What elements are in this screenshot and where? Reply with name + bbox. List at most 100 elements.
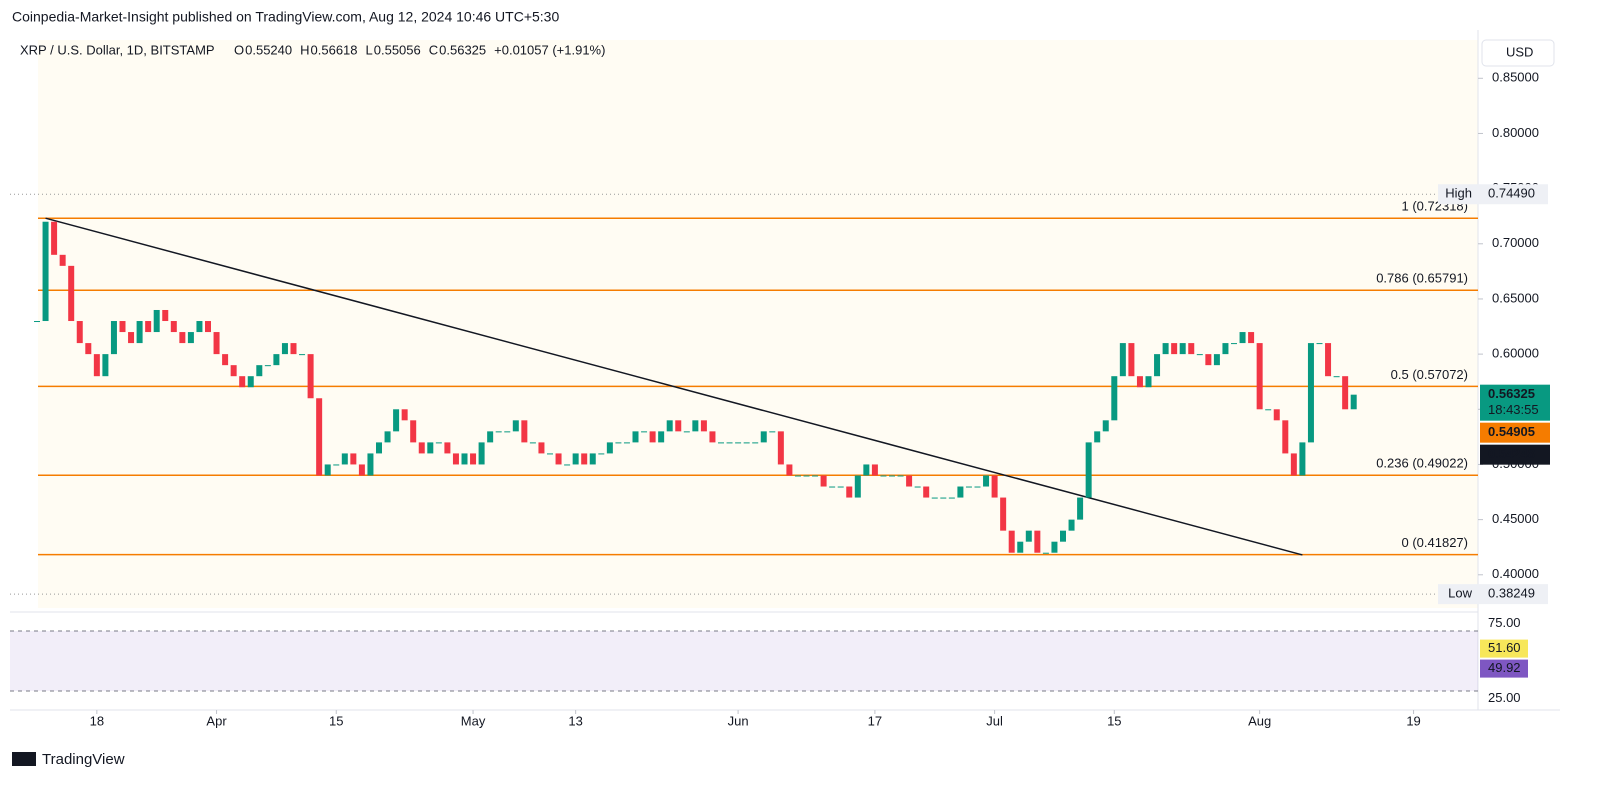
candle: [1017, 541, 1024, 553]
candle: [769, 431, 776, 433]
y-tick-label: 0.65000: [1492, 290, 1539, 305]
candle: [743, 442, 750, 444]
candle: [794, 475, 801, 477]
trendline: [45, 217, 1303, 556]
candle: [1350, 394, 1357, 410]
candle: [829, 486, 836, 488]
candle: [906, 475, 913, 487]
candle: [1060, 530, 1066, 542]
candle: [889, 475, 895, 477]
fib-zone: [38, 40, 1478, 608]
candle: [700, 420, 707, 432]
x-tick-label: Apr: [206, 713, 227, 728]
candle: [940, 497, 947, 499]
candle: [880, 475, 887, 477]
rsi-value-box: [1480, 659, 1528, 678]
x-tick-label: 13: [568, 713, 582, 728]
candle: [1136, 376, 1143, 388]
candle: [59, 254, 66, 266]
candle: [914, 486, 921, 488]
ohlc-key: L: [366, 42, 373, 57]
candle: [1171, 343, 1178, 355]
ohlc-value: 0.55056: [374, 42, 421, 57]
candle: [290, 343, 297, 355]
candle: [1077, 497, 1084, 520]
rsi-value-label: 51.60: [1488, 640, 1521, 655]
candle: [170, 321, 177, 333]
fib-label: 0.5 (0.57072): [1391, 367, 1468, 382]
candle: [538, 442, 545, 454]
candle: [145, 321, 152, 333]
candle: [461, 453, 468, 465]
candle: [1205, 354, 1212, 366]
rsi-value-box: [1480, 639, 1528, 658]
candle: [452, 453, 459, 465]
candle: [931, 497, 938, 499]
x-tick-label: Jun: [728, 713, 749, 728]
x-tick-label: 17: [868, 713, 882, 728]
fib-label: 0 (0.41827): [1402, 535, 1469, 550]
candle: [760, 431, 767, 443]
candle: [76, 321, 83, 344]
candle: [923, 486, 930, 498]
price-box: [1480, 422, 1550, 443]
candle: [965, 486, 972, 488]
candle: [401, 409, 408, 421]
candle: [196, 321, 203, 333]
currency-button[interactable]: [1481, 39, 1555, 67]
ohlc-value: 0.56325: [439, 42, 486, 57]
y-tick-label: 0.45000: [1492, 511, 1539, 526]
candle: [854, 475, 861, 498]
candle: [632, 431, 639, 443]
candle: [512, 420, 519, 432]
high-name: High: [1445, 186, 1472, 201]
symbol: XRP / U.S. Dollar, 1D, BITSTAMP: [20, 42, 215, 57]
candle: [153, 309, 160, 333]
x-tick-label: May: [461, 713, 486, 728]
candle: [102, 354, 109, 377]
candle: [444, 442, 451, 454]
ohlc-value: 0.56618: [311, 42, 358, 57]
candle: [1145, 376, 1152, 388]
high-label: 0.74490: [1488, 186, 1535, 201]
candle: [948, 497, 955, 499]
candle: [606, 442, 613, 454]
candle: [692, 420, 699, 432]
candle: [367, 453, 374, 476]
fib-label: 0.786 (0.65791): [1376, 271, 1468, 286]
candle: [983, 475, 990, 487]
x-tick-label: Jul: [986, 713, 1003, 728]
y-tick-label: 0.40000: [1492, 566, 1539, 581]
candle: [487, 431, 494, 443]
candle: [187, 332, 194, 344]
candle: [666, 420, 673, 432]
candle: [1325, 343, 1332, 377]
candle: [1188, 343, 1195, 355]
candle: [324, 464, 331, 476]
candle: [1248, 332, 1255, 344]
candle: [222, 354, 229, 366]
ohlc-key: O: [234, 42, 244, 57]
ohlc-readout: O 0.55240 H 0.56618 L 0.55056 C 0.56325 +0.01057…: [234, 42, 605, 57]
candle: [572, 453, 579, 465]
rsi-band: [10, 631, 1478, 691]
candle: [1213, 354, 1220, 366]
ohlc-key: H: [300, 42, 309, 57]
candle: [1000, 497, 1007, 531]
rsi-value-label: 49.92: [1488, 660, 1521, 675]
candle: [1085, 442, 1092, 498]
candle: [786, 464, 793, 476]
high-box: [1438, 184, 1548, 205]
candle: [1128, 343, 1135, 377]
price-box: [1480, 444, 1550, 465]
candle: [803, 475, 810, 477]
candle: [470, 453, 477, 465]
candle: [957, 486, 964, 498]
candle: [1290, 453, 1297, 476]
candle: [1094, 431, 1101, 443]
candle: [247, 376, 254, 388]
candle: [1256, 343, 1263, 410]
currency[interactable]: USD: [1506, 44, 1533, 59]
candle: [871, 464, 878, 476]
